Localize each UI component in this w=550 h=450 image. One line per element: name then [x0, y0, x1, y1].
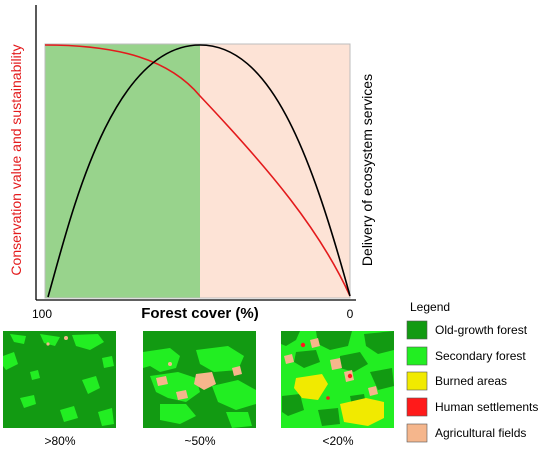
legend-swatch-burned	[406, 371, 428, 391]
map-over-80	[3, 331, 116, 428]
legend-label-old-growth: Old-growth forest	[435, 323, 528, 337]
map-caption-about-50: ~50%	[184, 434, 215, 448]
x-tick-right: 0	[347, 307, 354, 321]
legend-label-settlements: Human settlements	[435, 400, 538, 414]
map-caption-over-80: >80%	[44, 434, 75, 448]
zone-frame	[44, 43, 351, 299]
legend-swatch-secondary	[406, 346, 428, 366]
legend-label-secondary: Secondary forest	[435, 349, 526, 363]
legend-title: Legend	[410, 300, 450, 314]
legend-swatch-agricultural	[406, 423, 428, 443]
x-tick-left: 100	[32, 307, 52, 321]
legend-label-agricultural: Agricultural fields	[435, 426, 526, 440]
legend-label-burned: Burned areas	[435, 374, 507, 388]
map-caption-under-20: <20%	[322, 434, 353, 448]
forest-zone	[45, 44, 200, 298]
y-axis-label-left: Conservation value and sustainability	[8, 44, 24, 275]
agri-zone	[200, 44, 350, 298]
conservation-curve	[44, 44, 351, 297]
ecosystem-services-curve	[47, 44, 351, 298]
x-axis-label: Forest cover (%)	[141, 305, 259, 322]
legend-swatch-settlements	[406, 397, 428, 417]
map-under-20	[281, 331, 394, 428]
legend-swatch-old-growth	[406, 320, 428, 340]
y-axis-label-right: Delivery of ecosystem services	[359, 74, 375, 266]
map-about-50	[143, 331, 256, 428]
